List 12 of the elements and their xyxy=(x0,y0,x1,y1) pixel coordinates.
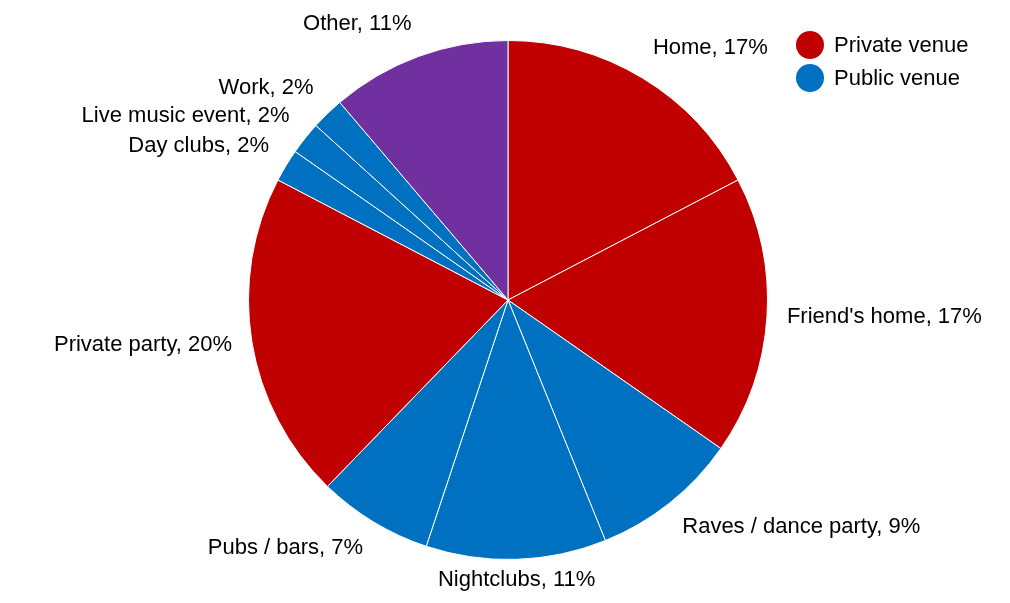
slice-label: Day clubs, 2% xyxy=(128,132,269,158)
slice-label: Nightclubs, 11% xyxy=(437,566,596,592)
slice-label: Work, 2% xyxy=(218,73,314,99)
text: Public venue xyxy=(834,65,960,91)
slice-label: Pubs / bars, 7% xyxy=(207,534,364,560)
slice-label: Other, 11% xyxy=(303,9,412,35)
slice-label: Private party, 20% xyxy=(53,330,233,356)
legend-label: Home, 17% xyxy=(652,33,768,59)
slice-label: Raves / dance party, 9% xyxy=(682,512,921,538)
text: Private venue xyxy=(834,32,969,58)
slice-label: Friend's home, 17% xyxy=(786,302,982,328)
slice-label: Live music event, 2% xyxy=(81,101,290,127)
